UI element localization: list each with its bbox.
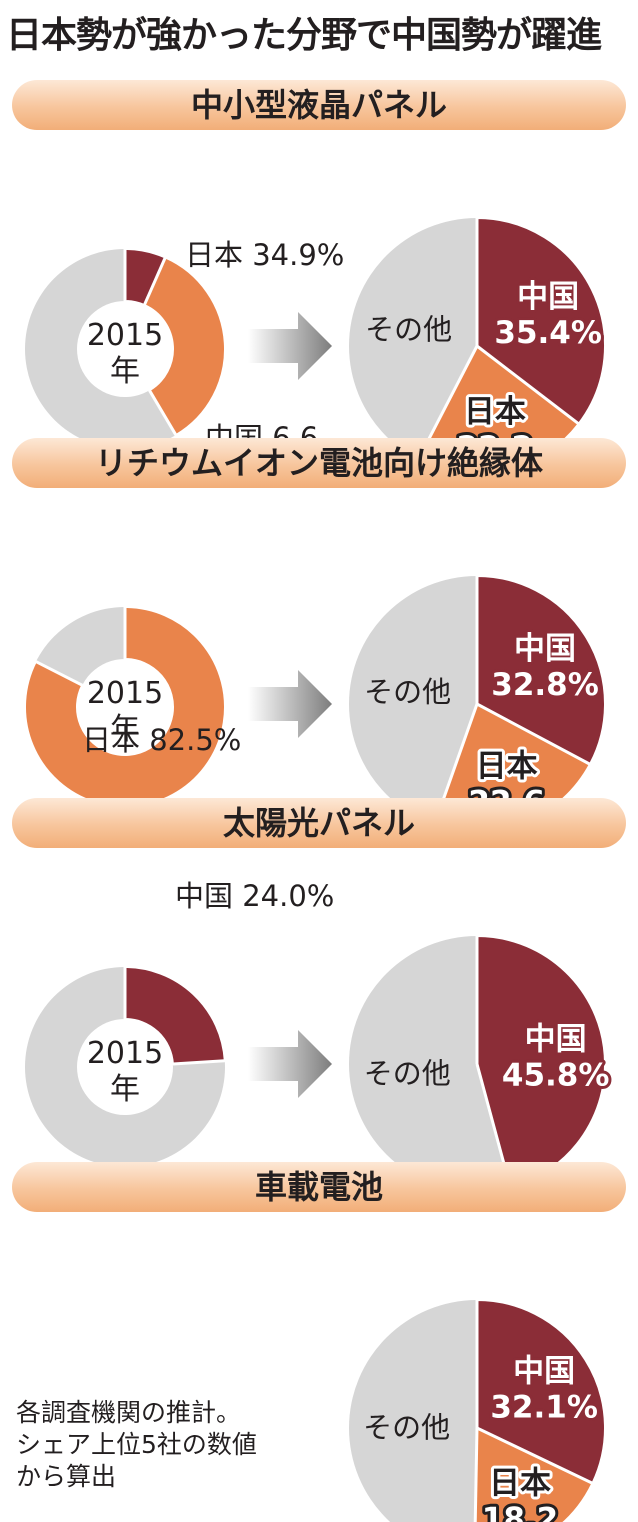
pie-label-china-value-text: 45.8% bbox=[502, 1058, 610, 1094]
arrow-shape bbox=[248, 312, 332, 380]
donut-center-year: 2015 bbox=[87, 676, 163, 711]
chart-panel: 太陽光パネル 2015 年 中国 24.0% 中国 中国 45.8% 45.8% その他 bbox=[0, 798, 638, 1192]
pie-label-japan-name-halo: 日本 bbox=[464, 394, 526, 430]
donut-center-year: 2015 bbox=[87, 318, 163, 353]
chart-title: 中小型液晶パネル bbox=[190, 86, 447, 124]
donut-hole bbox=[77, 301, 173, 397]
donut-label-japan: 日本 34.9% bbox=[185, 238, 344, 272]
donut-center-year-suffix: 年 bbox=[110, 354, 140, 389]
donut-slices bbox=[24, 605, 226, 808]
pie-label-china-value: 35.4%35.4% bbox=[491, 312, 605, 354]
donut-slice-divider bbox=[35, 660, 83, 687]
chart-title-bar: リチウムイオン電池向け絶縁体 bbox=[12, 438, 626, 488]
chart-title: リチウムイオン電池向け絶縁体 bbox=[94, 444, 543, 482]
pie-label-china-name-text: 中国 bbox=[513, 1354, 575, 1390]
pie-label-china-name-halo: 中国 bbox=[517, 279, 579, 315]
donut-center-year-suffix: 年 bbox=[110, 712, 140, 747]
pie-slices bbox=[349, 1298, 606, 1522]
chart-title: 太陽光パネル bbox=[222, 804, 415, 842]
donut-center-year-suffix: 年 bbox=[110, 1072, 140, 1107]
pie-label-china-value-halo: 32.1% bbox=[490, 1390, 598, 1426]
pie-slice-japan bbox=[474, 1426, 594, 1522]
pie-label-china-name-halo: 中国 bbox=[514, 631, 576, 667]
donut-slice-divider bbox=[142, 256, 167, 306]
donut-slices bbox=[25, 247, 226, 449]
pie-slice-china bbox=[476, 216, 606, 426]
arrow-icon bbox=[248, 1030, 332, 1098]
chart-title-bar: 中小型液晶パネル bbox=[12, 80, 626, 130]
pie-label-other: その他 bbox=[363, 1410, 450, 1444]
pie-slice-china bbox=[476, 1298, 606, 1485]
source-note-line: から算出 bbox=[16, 1462, 117, 1491]
pie-slice-china bbox=[476, 574, 606, 766]
pie-label-china-name-text: 中国 bbox=[525, 1022, 587, 1058]
arrow-icon bbox=[248, 670, 332, 738]
pie-label-other: その他 bbox=[364, 675, 451, 709]
pie-label-china-value-halo: 45.8% bbox=[502, 1058, 610, 1094]
chart-title-bar: 太陽光パネル bbox=[12, 798, 626, 848]
pie-label-japan-value: 18.218.2 bbox=[479, 1499, 562, 1522]
pie-label-china-value-text: 35.4% bbox=[494, 315, 602, 351]
donut-slice-divider bbox=[172, 1059, 225, 1066]
pie-slices bbox=[349, 934, 606, 1192]
pie-label-japan-name-text: 日本 bbox=[476, 748, 538, 784]
pie-slice-divider bbox=[476, 344, 580, 426]
donut-center-year: 2015 bbox=[87, 1036, 163, 1071]
pie-label-other: その他 bbox=[365, 312, 452, 346]
pie-label-japan-value-text: 18.2 bbox=[482, 1502, 559, 1522]
pie-slice-divider bbox=[476, 1426, 594, 1485]
source-note-line: 各調査機関の推計。 bbox=[16, 1398, 242, 1427]
donut-label-china: 中国 24.0% bbox=[175, 879, 334, 913]
pie-label-china-value-halo: 32.8% bbox=[491, 667, 599, 703]
arrow-shape bbox=[248, 670, 332, 738]
arrow-icon bbox=[248, 312, 332, 380]
donut-hole bbox=[77, 659, 173, 755]
donut-hole bbox=[77, 1019, 173, 1115]
pie-label-china-value: 45.8%45.8% bbox=[499, 1055, 613, 1097]
pie-label-japan-name-halo: 日本 bbox=[476, 748, 538, 784]
chart-title-bar: 車載電池 bbox=[12, 1162, 626, 1212]
pie-label-china-value-halo: 35.4% bbox=[494, 315, 602, 351]
pie-slice-divider bbox=[473, 1427, 479, 1522]
pie-label-china-name-halo: 中国 bbox=[525, 1022, 587, 1058]
pie-label-china-name-text: 中国 bbox=[514, 631, 576, 667]
pie-slices bbox=[349, 216, 606, 475]
chart-title: 車載電池 bbox=[254, 1168, 383, 1206]
pie-label-china-value: 32.8%32.8% bbox=[488, 664, 602, 706]
pie-label-japan-name-halo: 日本 bbox=[489, 1466, 551, 1502]
pie-label-china-value-text: 32.8% bbox=[491, 667, 599, 703]
chart-panel: リチウムイオン電池向け絶縁体 2015 年日本 82.5% 中国 中国 32.8% 32.8… bbox=[0, 438, 638, 833]
arrow-shape bbox=[248, 1030, 332, 1098]
pie-label-japan-name-text: 日本 bbox=[489, 1466, 551, 1502]
donut-label-japan: 日本 82.5% bbox=[82, 723, 241, 757]
donut-slice-divider bbox=[148, 389, 178, 436]
source-note-line: シェア上位5社の数値 bbox=[16, 1430, 257, 1459]
pie-slice-divider bbox=[476, 702, 591, 766]
pie-label-china-name-text: 中国 bbox=[517, 279, 579, 315]
pie-label-china-value-text: 32.1% bbox=[490, 1390, 598, 1426]
page-title: 日本勢が強かった分野で中国勢が躍進 bbox=[6, 15, 602, 56]
pie-label-other: その他 bbox=[364, 1056, 451, 1090]
pie-label-china-name-halo: 中国 bbox=[513, 1354, 575, 1390]
pie-label-japan-name-text: 日本 bbox=[464, 394, 526, 430]
donut-slices bbox=[25, 965, 226, 1167]
source-note: 各調査機関の推計。 シェア上位5社の数値 から算出 bbox=[16, 1397, 257, 1493]
pie-label-china-value: 32.1%32.1% bbox=[487, 1387, 601, 1429]
